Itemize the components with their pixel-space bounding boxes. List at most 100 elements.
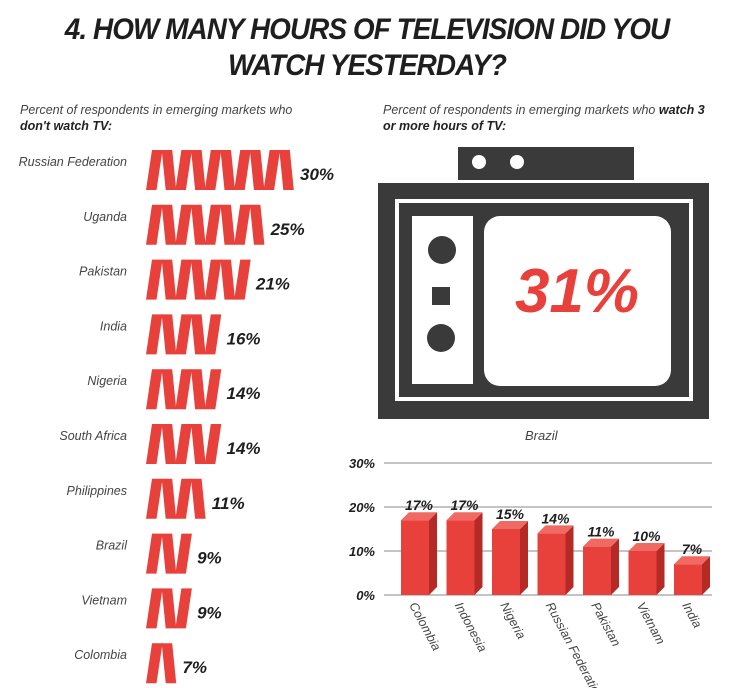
title-line-1: 4. HOW MANY HOURS OF TELEVISION DID YOU <box>64 13 670 46</box>
right-subtitle-bold-1: watch 3 <box>658 103 705 117</box>
bar-segment <box>146 369 163 410</box>
bar-segment <box>161 533 177 574</box>
bar-segment <box>146 533 163 574</box>
right-subtitle-bold-2: or more hours of TV: <box>383 119 507 133</box>
bar-segment <box>175 150 192 190</box>
bar-segment <box>175 204 192 245</box>
bar-segment <box>175 369 192 410</box>
category-label: India <box>679 600 704 631</box>
bar-0 <box>401 512 437 595</box>
left-chart-subtitle: Percent of respondents in emerging marke… <box>20 102 320 134</box>
bar-segment <box>191 259 206 300</box>
bar-top <box>674 556 710 565</box>
y-tick-label: 0% <box>356 588 375 603</box>
bar-segment <box>204 424 222 464</box>
bar-segment <box>204 259 222 300</box>
bar-2 <box>146 259 251 300</box>
bar-segment <box>204 369 222 410</box>
bar-4 <box>146 369 222 410</box>
category-label: Colombia <box>74 648 127 662</box>
data-label: 16% <box>227 329 261 348</box>
bar-segment <box>161 314 177 355</box>
y-tick-label: 10% <box>349 544 375 559</box>
category-label: Pakistan <box>79 265 127 279</box>
bar-segment <box>204 150 222 190</box>
category-label: Vietnam <box>81 593 127 607</box>
left-subtitle-bold: don't watch TV: <box>20 119 113 133</box>
bar-segment <box>220 150 235 190</box>
category-label: Nigeria <box>497 600 528 642</box>
bar-3 <box>146 314 222 355</box>
bar-side <box>611 538 619 595</box>
bar-segment <box>161 478 177 519</box>
bar-9 <box>146 643 177 684</box>
bar-segment <box>175 588 192 629</box>
bar-top <box>446 512 483 521</box>
bar-segment <box>146 424 163 464</box>
bar-4 <box>583 538 619 595</box>
data-label: 7% <box>682 541 703 557</box>
bar-segment <box>161 643 177 684</box>
bar-top <box>492 521 528 529</box>
bar-segment <box>175 314 192 355</box>
bar-segment <box>146 643 163 684</box>
bar-segment <box>204 314 222 355</box>
bar-1 <box>146 204 265 245</box>
bar-segment <box>220 259 235 300</box>
data-label: 14% <box>227 384 261 403</box>
data-label: 7% <box>182 658 207 677</box>
data-label: 21% <box>255 275 290 294</box>
tv-dial-2 <box>427 324 455 352</box>
bar-segment <box>234 204 251 245</box>
category-label: India <box>100 319 127 333</box>
bar-top <box>537 525 574 534</box>
category-label: Brazil <box>96 539 128 553</box>
bar-segment <box>204 204 222 245</box>
bar-segment <box>161 369 177 410</box>
tv-bezel-outline <box>395 199 693 401</box>
bar-segment <box>161 204 177 245</box>
bar-segment <box>191 424 206 464</box>
bar-segment <box>161 424 177 464</box>
bar-side <box>429 512 437 595</box>
bar-segment <box>146 478 163 519</box>
right-subtitle-text: Percent of respondents in emerging marke… <box>383 103 656 117</box>
data-label: 14% <box>227 439 261 458</box>
bar-side <box>656 543 665 595</box>
left-subtitle-text: Percent of respondents in emerging marke… <box>20 103 293 117</box>
data-label: 30% <box>300 165 334 184</box>
bar-segment <box>175 259 192 300</box>
data-label: 10% <box>632 528 661 544</box>
bar-5 <box>146 424 222 464</box>
bar-side <box>520 521 528 595</box>
bar-2 <box>492 521 528 595</box>
bar-front <box>674 564 702 595</box>
bar-front <box>492 529 520 595</box>
bar-segment <box>175 424 192 464</box>
bar-side <box>565 525 574 595</box>
bar-5 <box>628 543 665 595</box>
bar-segment <box>263 150 281 190</box>
bar-top <box>401 512 437 521</box>
data-label: 14% <box>541 510 570 526</box>
y-tick-label: 30% <box>349 456 375 471</box>
bar-segment <box>234 259 251 300</box>
bar-1 <box>446 512 483 595</box>
data-label: 9% <box>197 603 222 622</box>
category-label: Colombia <box>406 600 443 653</box>
bar-segment <box>161 588 177 629</box>
bar-segment <box>146 204 163 245</box>
bar-front <box>401 520 429 595</box>
bar-segment <box>191 314 206 355</box>
category-label: South Africa <box>59 429 127 443</box>
bar-7 <box>146 533 192 574</box>
bar-side <box>702 556 710 595</box>
bar-6 <box>674 556 710 595</box>
bar-segment <box>191 369 206 410</box>
tv-dial-1 <box>428 236 456 264</box>
bar-segment <box>146 314 163 355</box>
bar-segment <box>191 150 206 190</box>
category-label: Indonesia <box>452 600 490 654</box>
